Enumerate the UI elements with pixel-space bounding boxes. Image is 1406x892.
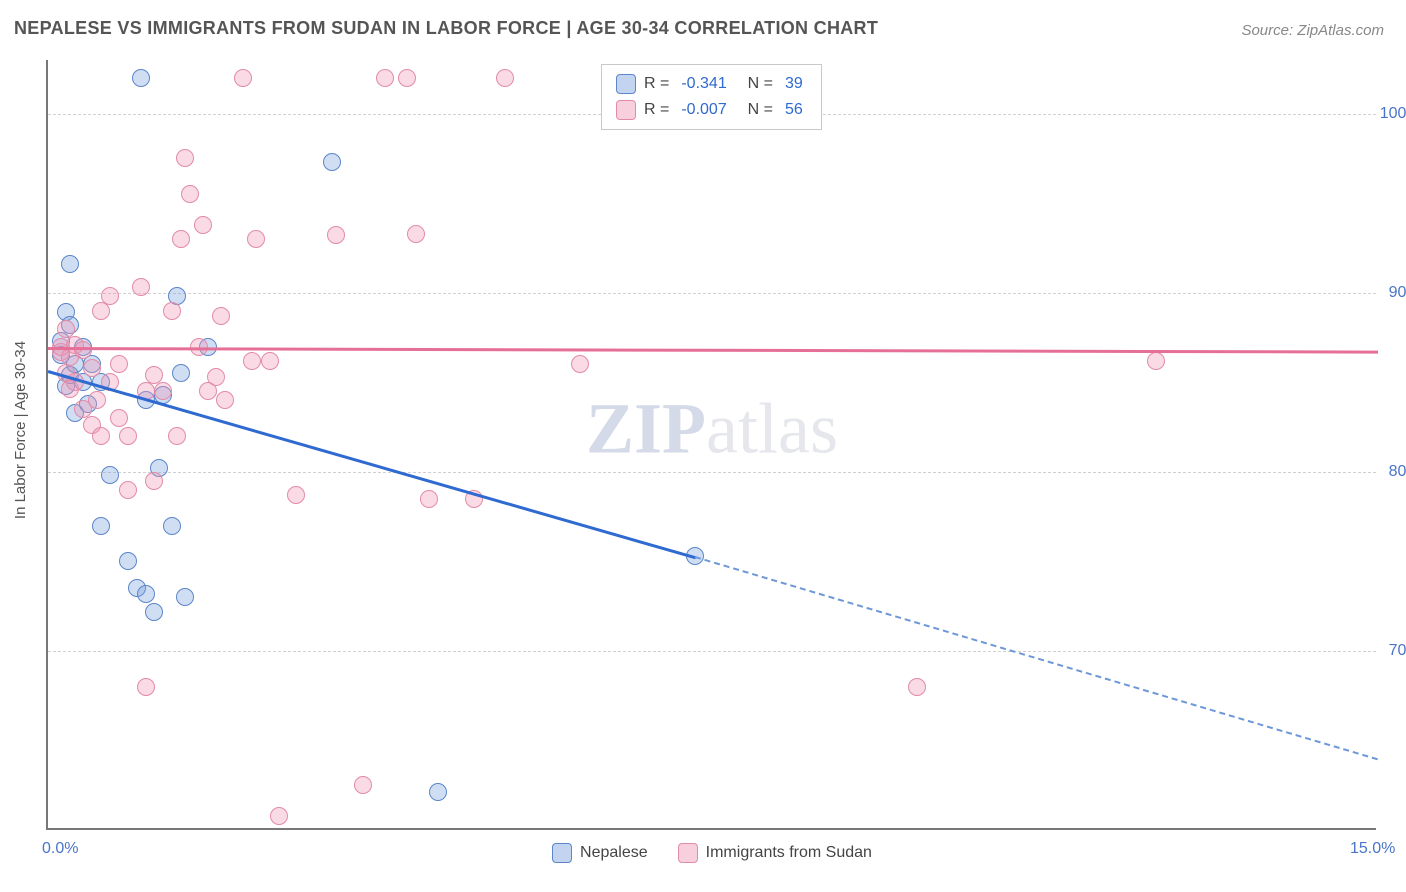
y-tick-label: 80.0%: [1374, 463, 1406, 481]
chart-container: NEPALESE VS IMMIGRANTS FROM SUDAN IN LAB…: [0, 0, 1406, 892]
y-tick-label: 100.0%: [1374, 105, 1406, 123]
data-point: [92, 427, 110, 445]
data-point: [137, 585, 155, 603]
data-point: [270, 807, 288, 825]
data-point: [132, 278, 150, 296]
data-point: [172, 230, 190, 248]
data-point: [261, 352, 279, 370]
data-point: [243, 352, 261, 370]
legend-label: Nepalese: [580, 844, 648, 862]
y-axis-label: In Labor Force | Age 30-34: [12, 341, 29, 519]
data-point: [908, 678, 926, 696]
legend-row: R = -0.341 N = 39: [616, 71, 807, 97]
data-point: [101, 287, 119, 305]
data-point: [172, 364, 190, 382]
data-point: [92, 517, 110, 535]
legend-label: Immigrants from Sudan: [706, 844, 872, 862]
trend-line: [695, 556, 1378, 760]
data-point: [110, 409, 128, 427]
data-point: [119, 552, 137, 570]
data-point: [101, 466, 119, 484]
data-point: [83, 359, 101, 377]
data-point: [154, 382, 172, 400]
legend-item: Immigrants from Sudan: [678, 843, 872, 863]
series-legend: Nepalese Immigrants from Sudan: [48, 843, 1376, 863]
watermark: ZIPatlas: [586, 387, 838, 470]
data-point: [429, 783, 447, 801]
chart-title: NEPALESE VS IMMIGRANTS FROM SUDAN IN LAB…: [14, 18, 878, 39]
data-point: [407, 225, 425, 243]
data-point: [168, 427, 186, 445]
data-point: [145, 472, 163, 490]
data-point: [247, 230, 265, 248]
data-point: [1147, 352, 1165, 370]
data-point: [194, 216, 212, 234]
data-point: [354, 776, 372, 794]
data-point: [234, 69, 252, 87]
data-point: [420, 490, 438, 508]
watermark-bold: ZIP: [586, 388, 706, 468]
legend-swatch: [678, 843, 698, 863]
data-point: [216, 391, 234, 409]
legend-item: Nepalese: [552, 843, 648, 863]
data-point: [287, 486, 305, 504]
data-point: [327, 226, 345, 244]
data-point: [61, 255, 79, 273]
y-tick-label: 70.0%: [1374, 642, 1406, 660]
data-point: [110, 355, 128, 373]
source-credit: Source: ZipAtlas.com: [1241, 22, 1384, 39]
data-point: [212, 307, 230, 325]
data-point: [207, 368, 225, 386]
trend-line: [48, 370, 696, 559]
correlation-legend: R = -0.341 N = 39 R = -0.007 N = 56: [601, 64, 822, 130]
data-point: [496, 69, 514, 87]
gridline: [48, 293, 1376, 294]
watermark-light: atlas: [706, 388, 838, 468]
data-point: [119, 481, 137, 499]
data-point: [119, 427, 137, 445]
gridline: [48, 651, 1376, 652]
data-point: [323, 153, 341, 171]
gridline: [48, 472, 1376, 473]
data-point: [176, 588, 194, 606]
data-point: [181, 185, 199, 203]
data-point: [376, 69, 394, 87]
data-point: [571, 355, 589, 373]
legend-swatch: [616, 74, 636, 94]
data-point: [176, 149, 194, 167]
data-point: [88, 391, 106, 409]
data-point: [145, 603, 163, 621]
plot-area: ZIPatlas 70.0%80.0%90.0%100.0%0.0%15.0% …: [46, 60, 1376, 830]
data-point: [163, 302, 181, 320]
legend-swatch: [552, 843, 572, 863]
data-point: [132, 69, 150, 87]
data-point: [398, 69, 416, 87]
y-tick-label: 90.0%: [1374, 284, 1406, 302]
data-point: [137, 678, 155, 696]
legend-row: R = -0.007 N = 56: [616, 97, 807, 123]
data-point: [163, 517, 181, 535]
legend-swatch: [616, 100, 636, 120]
